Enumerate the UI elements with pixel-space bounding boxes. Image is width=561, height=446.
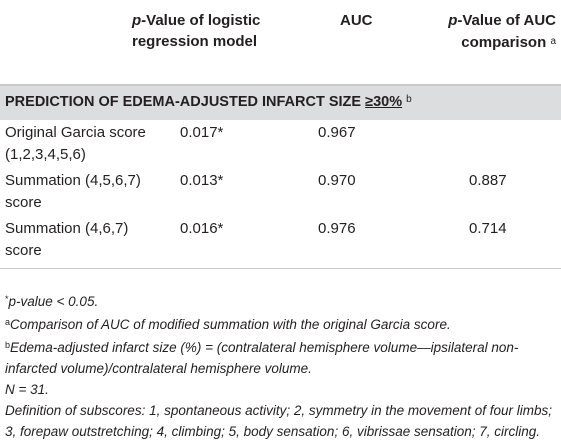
row-p-logistic: 0.016* (180, 220, 224, 237)
section-title: PREDICTION OF EDEMA-ADJUSTED INFARCT SIZ… (5, 94, 412, 110)
footnote-b: bEdema-adjusted infarct size (%) = (cont… (5, 335, 557, 379)
row-auc: 0.970 (318, 172, 356, 189)
header-p-value-logistic: p-Value of logistic regression model (132, 10, 312, 52)
row-p-logistic: 0.017* (180, 124, 224, 141)
row-auc: 0.967 (318, 124, 356, 141)
footnote-marker-a: a (5, 317, 11, 327)
footnote-b-text: Edema-adjusted infarct size (%) = (contr… (5, 340, 519, 376)
footnote-sample-size: N = 31. (5, 382, 49, 397)
footnote-a-text: Comparison of AUC of modified summation … (10, 317, 451, 332)
row-label: Summation (4,5,6,7) score (5, 172, 141, 211)
section-heading-row: PREDICTION OF EDEMA-ADJUSTED INFARCT SIZ… (0, 85, 561, 120)
table-row: Original Garcia score (1,2,3,4,5,6) 0.01… (0, 120, 561, 168)
section-title-threshold: ≥30% (365, 94, 403, 110)
row-p-logistic: 0.013* (180, 172, 224, 189)
row-label: Original Garcia score (1,2,3,4,5,6) (5, 124, 146, 163)
header-p-value-auc-comparison: p-Value of AUC comparison a (440, 10, 556, 53)
row-p-auc: 0.714 (469, 220, 507, 237)
section-footnote-b: b (406, 94, 412, 105)
header-p-italic-2: p (448, 12, 458, 29)
footnote-significance: *p-value < 0.05. (5, 289, 557, 312)
header-footnote-a: a (550, 36, 556, 47)
table-row: Summation (4,5,6,7) score 0.013* 0.970 0… (0, 168, 561, 216)
footnote-a: aComparison of AUC of modified summation… (5, 312, 557, 335)
footnote-marker-star: * (5, 294, 9, 304)
results-table: p-Value of logistic regression model AUC… (0, 0, 561, 269)
header-p-auc-text: -Value of AUC comparison (457, 12, 556, 51)
row-p-auc: 0.887 (469, 172, 507, 189)
table-row: Summation (4,6,7) score 0.016* 0.976 0.7… (0, 216, 561, 264)
section-title-text: PREDICTION OF EDEMA-ADJUSTED INFARCT SIZ… (5, 94, 366, 110)
table-bottom-rule (0, 264, 561, 269)
footnote-marker-b: b (5, 340, 11, 350)
footnote-subscore-definitions: Definition of subscores: 1, spontaneous … (5, 403, 552, 439)
table-footnotes: *p-value < 0.05. aComparison of AUC of m… (5, 289, 557, 442)
row-auc: 0.976 (318, 220, 356, 237)
header-p-italic: p (132, 12, 142, 29)
row-label: Summation (4,6,7) score (5, 220, 129, 259)
header-p-logistic-text: -Value of logistic regression model (132, 12, 261, 50)
header-auc: AUC (340, 12, 373, 29)
table-header-row: p-Value of logistic regression model AUC… (0, 0, 561, 85)
footnote-significance-text: p-value < 0.05. (8, 294, 99, 309)
